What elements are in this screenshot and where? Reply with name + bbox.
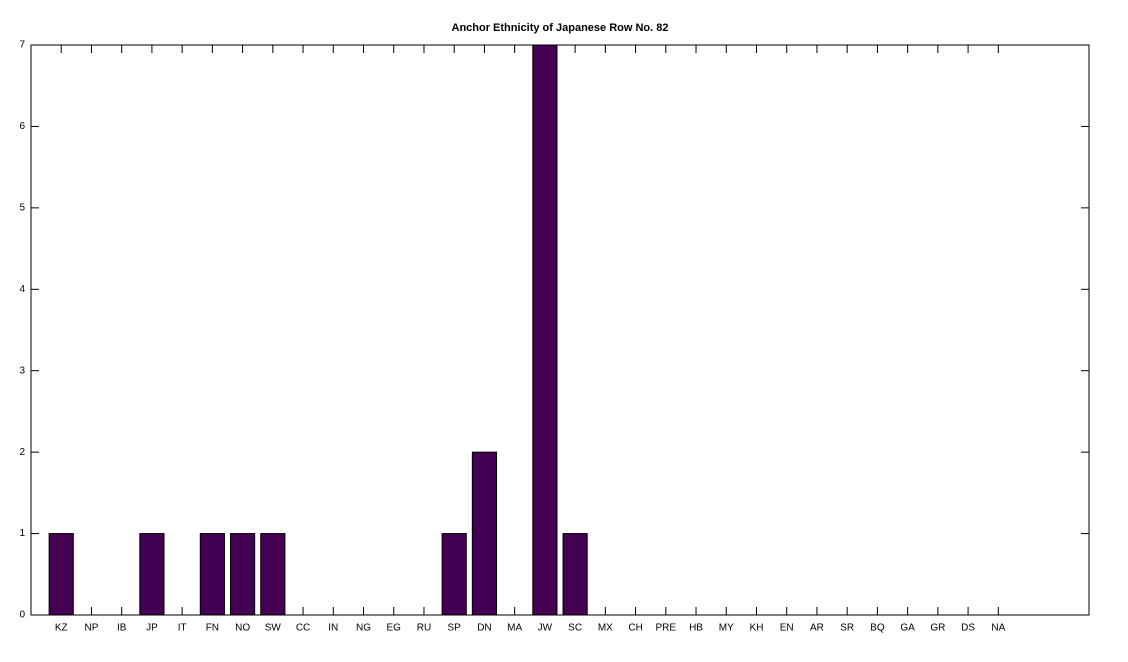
bar xyxy=(441,533,467,616)
bar xyxy=(562,533,588,616)
x-tick-label: AR xyxy=(810,623,824,634)
x-tick-label: IN xyxy=(328,623,338,634)
x-tick-label: IB xyxy=(117,623,127,634)
bar xyxy=(260,533,286,616)
x-tick-label: NG xyxy=(356,623,371,634)
bar xyxy=(230,533,256,616)
x-tick-label: BQ xyxy=(870,623,885,634)
x-tick-label: CH xyxy=(628,623,642,634)
y-tick-label: 5 xyxy=(19,202,25,213)
bar xyxy=(48,533,74,616)
y-tick-label: 3 xyxy=(19,365,25,376)
x-tick-label: SP xyxy=(448,623,462,634)
x-tick-label: SC xyxy=(568,623,582,634)
y-tick-label: 1 xyxy=(19,528,25,539)
x-tick-label: JW xyxy=(538,623,553,634)
x-tick-label: KZ xyxy=(55,623,68,634)
x-tick-label: SW xyxy=(265,623,282,634)
x-tick-label: EN xyxy=(780,623,794,634)
x-tick-label: NA xyxy=(991,623,1005,634)
y-tick-label: 4 xyxy=(19,284,25,295)
x-tick-label: HB xyxy=(689,623,703,634)
x-tick-label: DS xyxy=(961,623,975,634)
y-tick-label: 0 xyxy=(19,610,25,621)
x-tick-label: KH xyxy=(750,623,764,634)
bar xyxy=(199,533,225,616)
x-tick-label: FN xyxy=(206,623,219,634)
x-tick-label: GR xyxy=(930,623,945,634)
bar xyxy=(532,44,558,616)
x-tick-label: GA xyxy=(900,623,915,634)
x-tick-label: SR xyxy=(840,623,854,634)
x-tick-label: CC xyxy=(296,623,310,634)
y-tick-label: 7 xyxy=(19,40,25,51)
x-tick-label: JP xyxy=(146,623,158,634)
x-tick-label: MX xyxy=(598,623,613,634)
bar xyxy=(471,451,498,616)
x-tick-label: PRE xyxy=(656,623,677,634)
chart-title: Anchor Ethnicity of Japanese Row No. 82 xyxy=(452,22,669,34)
x-tick-label: DN xyxy=(477,623,491,634)
axes-box xyxy=(30,44,1090,616)
x-tick-label: MY xyxy=(719,623,734,634)
x-tick-label: MA xyxy=(507,623,522,634)
x-tick-label: NP xyxy=(85,623,99,634)
y-tick-label: 2 xyxy=(19,447,25,458)
bar xyxy=(139,533,165,616)
y-tick-label: 6 xyxy=(19,121,25,132)
x-tick-label: RU xyxy=(417,623,431,634)
x-tick-label: NO xyxy=(235,623,250,634)
x-tick-label: IT xyxy=(178,623,187,634)
x-tick-label: EG xyxy=(387,623,402,634)
